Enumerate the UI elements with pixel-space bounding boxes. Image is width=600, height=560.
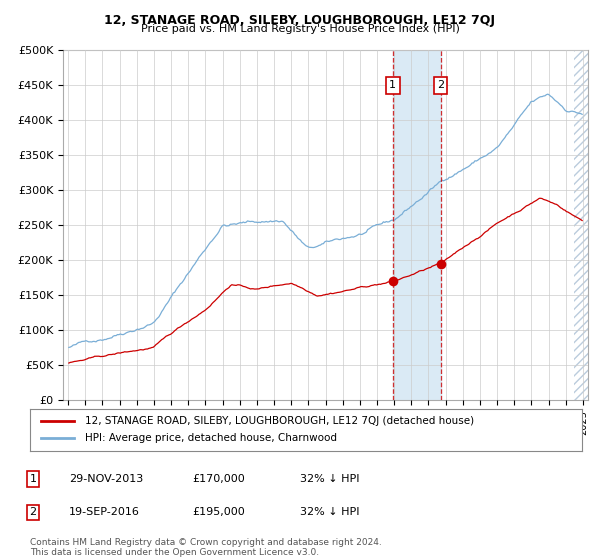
Bar — [574, 50, 592, 400]
Text: 12, STANAGE ROAD, SILEBY, LOUGHBOROUGH, LE12 7QJ: 12, STANAGE ROAD, SILEBY, LOUGHBOROUGH, … — [104, 14, 496, 27]
Text: Contains HM Land Registry data © Crown copyright and database right 2024.
This d: Contains HM Land Registry data © Crown c… — [30, 538, 382, 557]
Text: 32% ↓ HPI: 32% ↓ HPI — [300, 474, 359, 484]
Text: 1: 1 — [29, 474, 37, 484]
Text: 1: 1 — [389, 81, 396, 90]
Text: 2: 2 — [29, 507, 37, 517]
Text: HPI: Average price, detached house, Charnwood: HPI: Average price, detached house, Char… — [85, 433, 337, 443]
Bar — [574, 50, 592, 400]
Text: £195,000: £195,000 — [192, 507, 245, 517]
Text: £170,000: £170,000 — [192, 474, 245, 484]
Text: 32% ↓ HPI: 32% ↓ HPI — [300, 507, 359, 517]
Text: 2: 2 — [437, 81, 444, 90]
Text: 19-SEP-2016: 19-SEP-2016 — [69, 507, 140, 517]
Bar — [393, 50, 440, 400]
Text: 29-NOV-2013: 29-NOV-2013 — [69, 474, 143, 484]
Text: 12, STANAGE ROAD, SILEBY, LOUGHBOROUGH, LE12 7QJ (detached house): 12, STANAGE ROAD, SILEBY, LOUGHBOROUGH, … — [85, 416, 475, 426]
Text: Price paid vs. HM Land Registry's House Price Index (HPI): Price paid vs. HM Land Registry's House … — [140, 24, 460, 34]
